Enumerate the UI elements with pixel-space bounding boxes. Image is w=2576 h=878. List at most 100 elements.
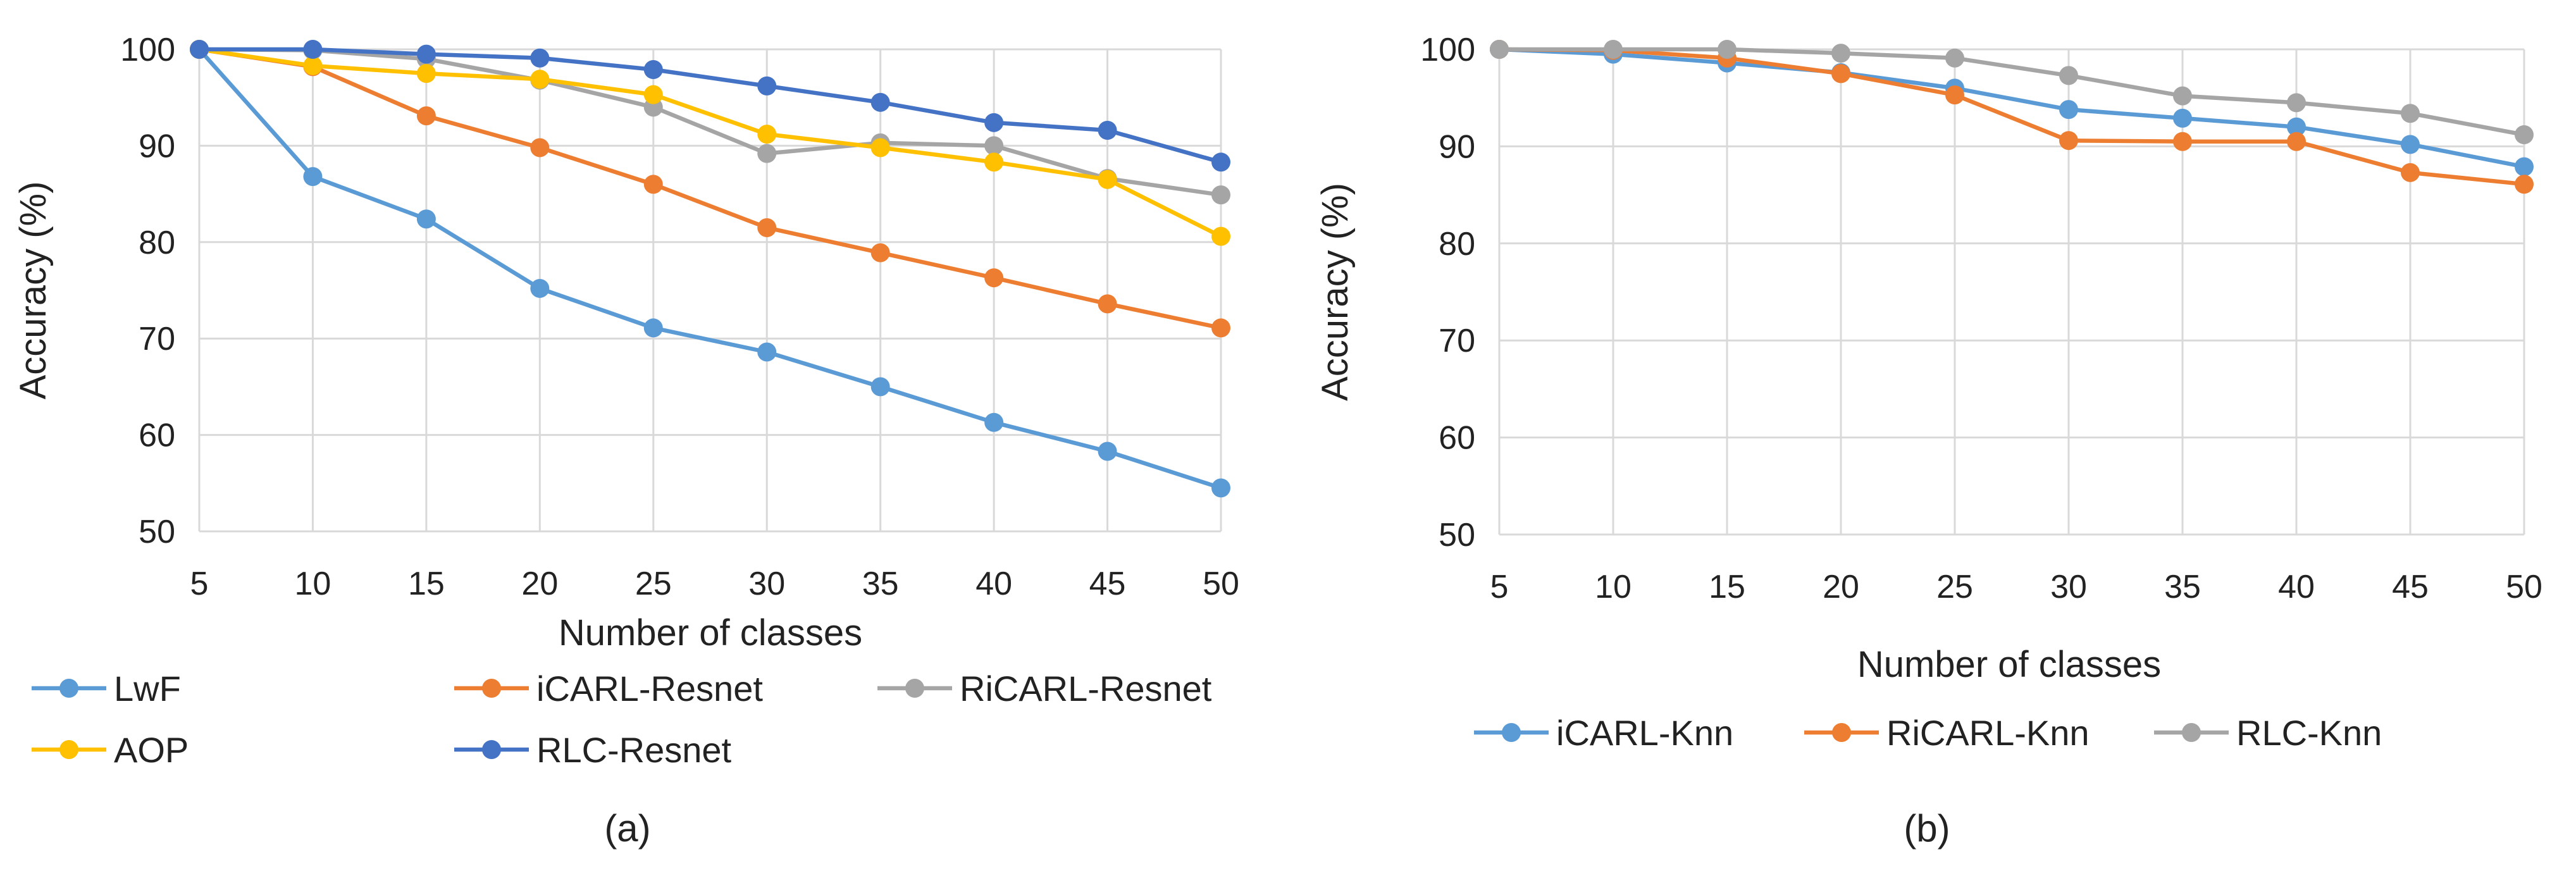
data-point-aop — [530, 70, 550, 89]
data-point-rlc-resnet — [1211, 152, 1230, 172]
data-point-icarl-resnet — [1098, 294, 1117, 314]
legend-swatch-marker — [482, 679, 501, 698]
x-tick-label: 25 — [635, 566, 672, 602]
y-tick-label: 70 — [139, 321, 175, 357]
series-icarl-knn — [1490, 40, 2534, 176]
legend-item-ricarl-knn: RiCARL-Knn — [1804, 713, 2090, 753]
data-point-lwf — [757, 342, 777, 362]
data-point-ricarl-resnet — [757, 144, 777, 163]
y-tick-label: 90 — [1439, 128, 1475, 165]
data-point-aop — [984, 152, 1004, 172]
legend-label: RiCARL-Resnet — [960, 669, 1212, 708]
legend-swatch-marker — [2182, 723, 2201, 742]
y-tick-label: 100 — [1420, 32, 1475, 68]
legend-item-icarl-knn: iCARL-Knn — [1474, 713, 1733, 753]
data-point-icarl-resnet — [416, 106, 436, 126]
x-tick-label: 30 — [2050, 569, 2087, 605]
x-tick-label: 25 — [1936, 569, 1973, 605]
data-point-rlc-resnet — [303, 40, 323, 59]
series-rlc-resnet — [190, 40, 1230, 172]
data-point-icarl-knn — [2287, 117, 2306, 137]
series-line-icarl-resnet — [197, 47, 1223, 330]
x-tick-label: 5 — [190, 566, 209, 602]
legend-item-lwf: LwF — [32, 669, 181, 708]
series-line-ricarl-knn — [1497, 47, 2527, 187]
data-point-rlc-knn — [2173, 86, 2192, 106]
legend-label: iCARL-Resnet — [536, 669, 763, 708]
data-point-aop — [757, 125, 777, 144]
data-point-ricarl-knn — [1945, 85, 1964, 105]
y-tick-label: 70 — [1439, 323, 1475, 359]
series-aop — [190, 40, 1230, 246]
data-point-icarl-knn — [2173, 108, 2192, 128]
y-tick-label: 90 — [139, 128, 175, 164]
x-tick-label: 35 — [2164, 569, 2201, 605]
data-point-rlc-resnet — [1098, 121, 1117, 140]
x-tick-label: 15 — [1709, 569, 1745, 605]
series-line-rlc-knn — [1497, 47, 2527, 137]
x-tick-label: 20 — [1823, 569, 1859, 605]
y-tick-label: 50 — [139, 514, 175, 550]
y-axis-title: Accuracy (%) — [13, 182, 54, 400]
data-point-ricarl-knn — [1831, 64, 1850, 83]
series-ricarl-knn — [1490, 40, 2534, 194]
legend-label: RiCARL-Knn — [1886, 713, 2090, 753]
data-point-icarl-resnet — [984, 268, 1004, 288]
data-point-rlc-knn — [2287, 93, 2306, 113]
data-point-lwf — [303, 167, 323, 187]
data-point-ricarl-resnet — [1211, 185, 1230, 205]
series-line-ricarl-resnet — [197, 47, 1223, 197]
legend-swatch-marker — [1832, 723, 1851, 742]
x-tick-label: 10 — [1595, 569, 1632, 605]
data-point-aop — [303, 56, 323, 75]
data-point-rlc-knn — [2515, 125, 2534, 144]
legend-label: LwF — [114, 669, 181, 708]
data-point-rlc-resnet — [984, 113, 1004, 132]
data-point-aop — [416, 64, 436, 83]
legend-swatch-marker — [59, 740, 78, 759]
series-rlc-knn — [1490, 40, 2534, 144]
x-tick-label: 35 — [862, 566, 899, 602]
series-line-rlc-resnet — [197, 47, 1223, 164]
data-point-lwf — [530, 278, 550, 298]
data-point-aop — [1098, 170, 1117, 189]
data-point-icarl-knn — [2059, 100, 2078, 120]
data-point-rlc-resnet — [190, 40, 209, 59]
data-point-lwf — [984, 412, 1004, 432]
data-point-lwf — [1098, 442, 1117, 461]
legend-swatch-marker — [905, 679, 924, 698]
x-tick-label: 50 — [2506, 569, 2542, 605]
x-tick-label: 40 — [2278, 569, 2315, 605]
series-line-icarl-knn — [1497, 47, 2527, 169]
data-point-rlc-resnet — [870, 92, 890, 112]
data-point-icarl-knn — [2401, 135, 2420, 154]
data-point-ricarl-knn — [2515, 175, 2534, 194]
data-point-rlc-knn — [1490, 40, 1509, 59]
data-point-rlc-knn — [1831, 44, 1850, 63]
legend-label: RLC-Resnet — [536, 730, 732, 770]
data-point-rlc-knn — [2059, 66, 2078, 85]
data-point-icarl-resnet — [870, 243, 890, 263]
data-point-lwf — [416, 209, 436, 229]
series-line-lwf — [197, 47, 1223, 490]
x-tick-label: 45 — [1089, 566, 1126, 602]
data-point-rlc-knn — [1945, 48, 1964, 68]
x-tick-label: 10 — [295, 566, 331, 602]
y-tick-label: 60 — [139, 417, 175, 454]
legend-swatch-marker — [59, 679, 78, 698]
data-point-rlc-knn — [1718, 40, 1737, 59]
legend-label: RLC-Knn — [2236, 713, 2382, 753]
data-point-aop — [1211, 226, 1230, 246]
data-point-lwf — [643, 318, 663, 338]
x-axis-title: Number of classes — [1857, 644, 2161, 685]
data-point-rlc-resnet — [757, 76, 777, 96]
x-tick-label: 15 — [408, 566, 445, 602]
data-point-icarl-resnet — [643, 175, 663, 194]
legend-label: iCARL-Knn — [1556, 713, 1733, 753]
legend-label: AOP — [114, 730, 189, 770]
y-tick-label: 100 — [120, 32, 175, 68]
legend-item-ricarl-resnet: RiCARL-Resnet — [877, 669, 1212, 708]
legend-item-icarl-resnet: iCARL-Resnet — [454, 669, 763, 708]
x-tick-label: 45 — [2392, 569, 2429, 605]
x-tick-label: 40 — [975, 566, 1012, 602]
